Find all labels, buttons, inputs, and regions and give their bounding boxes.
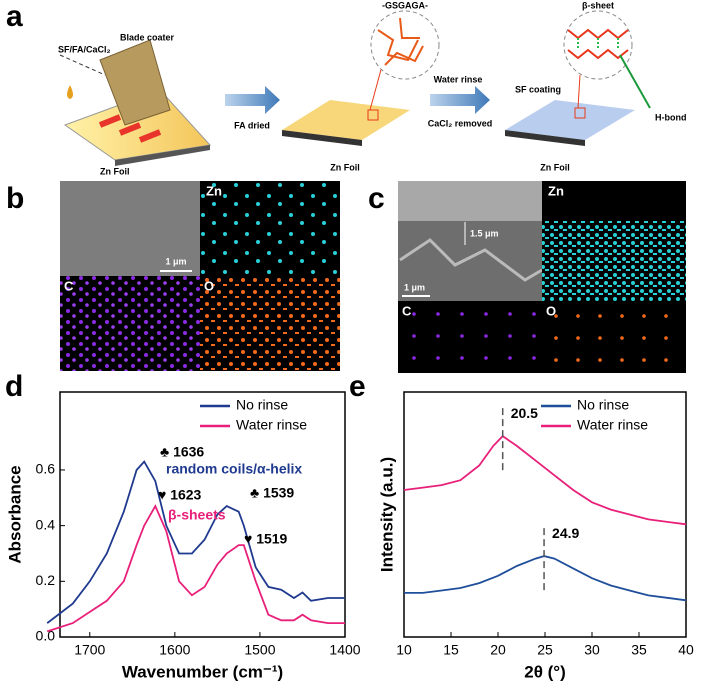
h-bonds xyxy=(577,38,619,50)
zoom-circle xyxy=(370,10,440,80)
fracture xyxy=(399,238,543,282)
panel-c: c 1.5 μm 1 μm Zn C O xyxy=(368,181,686,373)
series-line xyxy=(403,434,687,526)
coat-arrows xyxy=(98,114,162,143)
series-line xyxy=(46,504,345,633)
coating-layer xyxy=(398,181,542,221)
drop xyxy=(67,85,73,99)
panel-a: a SF/FA/CaCl₂ Blade coater Zn Foil FA dr… xyxy=(6,0,687,176)
c-map xyxy=(60,276,200,371)
legend-label: Water rinse xyxy=(577,417,648,433)
foil-edge xyxy=(505,130,585,146)
plot-frame xyxy=(59,391,346,638)
chains xyxy=(377,17,424,66)
chart: e 10 15 20 25 30 35 40 2θ (°) Intensity (a.u.) No … xyxy=(349,370,694,682)
x-tick-label: 25 xyxy=(537,642,553,658)
zoom-box xyxy=(367,109,379,121)
panel-b: b 1 μm Zn C O xyxy=(6,181,340,371)
foil xyxy=(505,100,635,140)
y-tick-label: 0.6 xyxy=(36,461,56,477)
panel-label: c xyxy=(368,182,385,215)
series-line xyxy=(404,555,687,602)
panel-label: a xyxy=(6,0,23,33)
o-map xyxy=(200,276,340,371)
step-label: Water rinse xyxy=(434,74,483,84)
x-tick-label: 1700 xyxy=(74,642,105,658)
bond-label: H-bond xyxy=(655,112,687,122)
scale-label: 1 μm xyxy=(404,282,425,292)
blade-coater xyxy=(99,39,171,126)
series-line xyxy=(46,460,345,624)
panel-label: d xyxy=(5,370,23,403)
zoom-circle xyxy=(563,10,633,80)
panel-label: b xyxy=(6,182,24,215)
annotation: ♥ 1623 xyxy=(158,487,202,503)
panel-label: e xyxy=(349,370,366,403)
map-label: Zn xyxy=(548,183,564,198)
x-tick-label: 35 xyxy=(631,642,647,658)
coating-label: SF coating xyxy=(515,84,561,94)
x-axis-label: 2θ (°) xyxy=(524,662,566,681)
x-tick-label: 15 xyxy=(443,642,459,658)
foil-edge xyxy=(282,130,362,146)
y-tick-label: 0.4 xyxy=(36,516,56,532)
step-label: FA dried xyxy=(234,120,270,130)
legend-label: Water rinse xyxy=(236,417,307,433)
x-tick-label: 1400 xyxy=(329,642,360,658)
c-map xyxy=(398,301,542,373)
chain-label: -GSGAGA- xyxy=(382,0,428,10)
annotation: ♣ 1636 xyxy=(160,444,204,460)
x-tick-label: 10 xyxy=(396,642,412,658)
sheet-label: β-sheet xyxy=(582,0,614,10)
x-tick-label: 1500 xyxy=(244,642,275,658)
foil-edge xyxy=(115,145,210,166)
o-map xyxy=(542,301,686,373)
map-label: O xyxy=(204,278,214,293)
foil-label: Zn Foil xyxy=(540,162,570,172)
annotation: β-sheets xyxy=(168,507,226,523)
y-axis-label: Absorbance xyxy=(5,465,24,563)
annotation: ♥ 1519 xyxy=(244,531,288,547)
map-label: C xyxy=(64,278,74,293)
foil-label: Zn Foil xyxy=(330,162,360,172)
arrow xyxy=(430,86,490,114)
ink-label: SF/FA/CaCl₂ xyxy=(58,44,111,54)
x-tick-label: 20 xyxy=(490,642,506,658)
x-tick-label: 30 xyxy=(584,642,600,658)
map-label: Zn xyxy=(206,183,222,198)
zn-map xyxy=(542,221,686,301)
map-label: O xyxy=(546,303,556,318)
x-tick-label: 40 xyxy=(678,642,694,658)
y-tick-label: 0.2 xyxy=(36,572,56,588)
dashed-line xyxy=(59,54,106,76)
thickness-label: 1.5 μm xyxy=(470,228,499,238)
legend-label: No rinse xyxy=(577,397,629,413)
arrow xyxy=(225,86,280,114)
map-label: C xyxy=(402,303,412,318)
chart: d 1700 1600 1500 1400 0.0 0.2 0.4 0.6 Wavenumber … xyxy=(5,370,361,682)
annotation: random coils/α-helix xyxy=(166,461,302,477)
step-note: CaCl₂ removed xyxy=(428,118,493,128)
y-tick-label: 0.0 xyxy=(36,628,56,644)
x-axis-label: Wavenumber (cm⁻¹) xyxy=(122,662,283,681)
legend-label: No rinse xyxy=(236,397,288,413)
zn-map xyxy=(200,181,340,276)
annotation: ♣ 1539 xyxy=(250,485,294,501)
scale-label: 1 μm xyxy=(165,256,186,266)
zoom-line xyxy=(577,74,581,109)
foil-label: Zn Foil xyxy=(100,166,130,176)
zn-map-top xyxy=(542,181,686,221)
y-axis-label: Intensity (a.u.) xyxy=(377,457,396,572)
peak-label: 20.5 xyxy=(511,405,538,421)
coater-label: Blade coater xyxy=(120,32,175,42)
peak-label: 24.9 xyxy=(552,525,579,541)
zoom-box xyxy=(574,107,586,119)
bond-arrow xyxy=(619,54,651,109)
sem-image xyxy=(60,181,200,276)
x-tick-label: 1600 xyxy=(159,642,190,658)
